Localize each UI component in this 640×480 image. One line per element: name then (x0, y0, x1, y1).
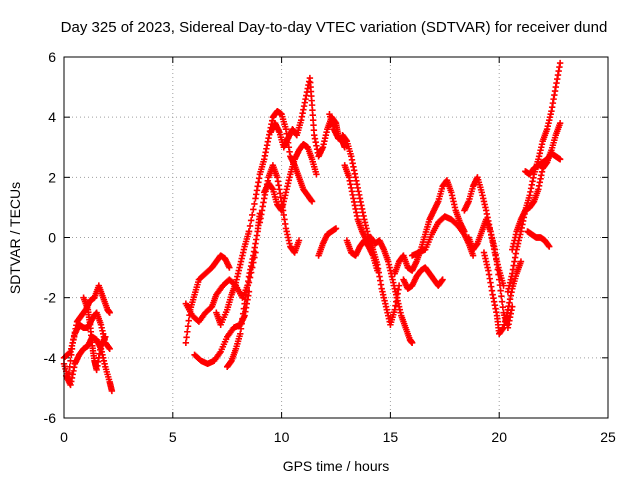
data-point (439, 276, 446, 283)
series-arc-3f (326, 110, 348, 151)
data-point (374, 267, 381, 274)
data-point (497, 287, 504, 294)
data-point (250, 206, 257, 213)
series-arc-1d (80, 294, 109, 374)
chart-title: Day 325 of 2023, Sidereal Day-to-day VTE… (61, 19, 608, 36)
data-point (556, 59, 564, 67)
data-point (408, 339, 416, 346)
series-arc-2e (213, 228, 253, 328)
x-tick-label: 10 (274, 429, 290, 445)
data-point (184, 328, 191, 335)
data-point (245, 228, 253, 235)
data-point (496, 276, 503, 283)
plot-frame (63, 56, 609, 419)
data-point (295, 237, 303, 244)
data-point (102, 333, 109, 340)
data-point (517, 258, 525, 265)
data-point (249, 211, 256, 219)
data-point (469, 252, 477, 259)
y-tick-label: -4 (44, 350, 57, 366)
x-tick-label: 25 (600, 429, 616, 445)
grid-lines (64, 57, 608, 418)
series-arc-5a (391, 177, 468, 277)
y-tick-label: 2 (48, 169, 56, 185)
y-tick-label: 4 (48, 109, 56, 125)
data-point (556, 119, 564, 127)
data-point (546, 243, 553, 250)
series-arc-6a (504, 59, 564, 295)
data-point (185, 317, 192, 324)
data-point (499, 303, 507, 311)
series-arc-5f (480, 249, 525, 337)
y-axis-label: SDTVAR / TECUs (7, 182, 23, 294)
series-arc-6d (524, 228, 553, 250)
x-tick-label: 0 (60, 429, 68, 445)
series-arc-6b (509, 119, 564, 253)
data-point (247, 217, 255, 224)
data-point (496, 281, 504, 289)
data-point (108, 387, 116, 395)
x-tick-label: 15 (383, 429, 399, 445)
data-point (182, 339, 190, 346)
data-point (332, 225, 340, 232)
series-arc-5c (408, 213, 477, 259)
x-axis-label: GPS time / hours (283, 458, 390, 474)
y-tick-label: -6 (44, 410, 57, 426)
data-point (313, 171, 320, 178)
series-arc-5b (400, 264, 446, 292)
series-arc-1c (62, 333, 116, 395)
series-arc-3d (260, 141, 320, 214)
series-arc-3e (315, 225, 340, 259)
x-tick-label: 20 (491, 429, 507, 445)
data-point (556, 156, 564, 163)
y-tick-label: -2 (44, 290, 57, 306)
data-point (308, 198, 316, 205)
data-point (341, 144, 348, 151)
data-point (66, 349, 73, 357)
data-point (183, 334, 190, 341)
data-point (251, 200, 258, 208)
data-point (67, 357, 74, 365)
data-point (184, 323, 192, 330)
data-point (106, 345, 113, 353)
series-arc-6c (522, 150, 564, 178)
data-point (498, 292, 505, 300)
data-point (246, 222, 254, 230)
data-point (498, 298, 506, 305)
series-arc-4c (343, 237, 381, 274)
series-arc-3c (267, 74, 342, 160)
y-tick-label: 6 (48, 49, 56, 65)
y-tick-label: 0 (48, 230, 56, 246)
tick-labels: 0 5 10 15 20 25 -6 -4 -2 0 2 4 6 (44, 49, 616, 445)
data-point (226, 264, 233, 271)
series-arc-5e (465, 216, 516, 331)
x-tick-label: 5 (169, 429, 177, 445)
data-point (106, 309, 113, 316)
series-arc-4b (341, 162, 416, 346)
data-points (60, 59, 564, 395)
